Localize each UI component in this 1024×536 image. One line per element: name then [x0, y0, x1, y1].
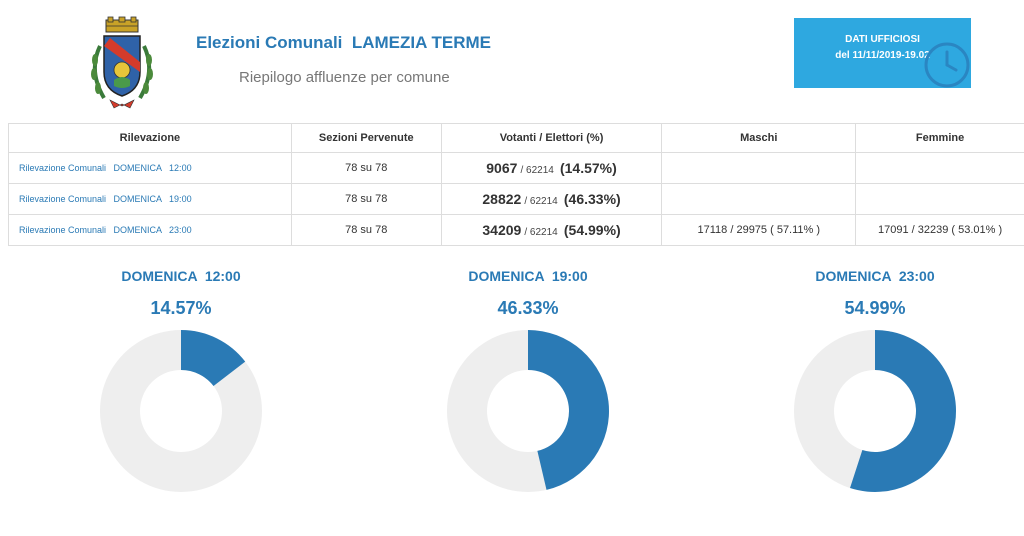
table-header-row: Rilevazione Sezioni Pervenute Votanti / … [8, 123, 1024, 153]
column-header-femmine: Femmine [855, 123, 1024, 153]
votanti-value: 9067 [486, 160, 518, 176]
donut-ring [793, 330, 956, 492]
femmine-cell [855, 183, 1024, 215]
donut-percent: 46.33% [497, 298, 559, 318]
percent-value: (46.33%) [563, 191, 621, 207]
votanti-value: 34209 [482, 222, 522, 238]
page-title: Elezioni Comunali LAMEZIA TERME [196, 33, 491, 52]
elettori-value: / 62214 [524, 227, 558, 238]
femmine-cell: 17091 / 32239 ( 53.01% ) [855, 214, 1024, 246]
donut-percent: 14.57% [150, 298, 212, 318]
votanti-value: 28822 [482, 191, 522, 207]
table-row: Rilevazione Comunali DOMENICA 19:00 78 s… [8, 183, 1024, 215]
status-badge: DATI UFFICIOSI del 11/11/2019-19.02 [794, 18, 971, 88]
coat-of-arms-icon [91, 16, 153, 109]
rilevazione-link[interactable]: Rilevazione Comunali DOMENICA 19:00 [8, 183, 292, 215]
votanti-cell: 9067 / 62214 (14.57%) [440, 152, 663, 184]
donut-ring [446, 330, 609, 492]
sezioni-cell: 78 su 78 [290, 183, 442, 215]
elettori-value: / 62214 [520, 165, 554, 176]
donut-value-segment [850, 330, 956, 492]
status-label: DATI UFFICIOSI [845, 34, 920, 45]
donut-chart-1900: DOMENICA 19:00 46.33% [438, 268, 618, 493]
clock-icon [924, 42, 970, 88]
column-header-rilevazione: Rilevazione [8, 123, 292, 153]
donut-percent: 54.99% [844, 298, 906, 318]
results-table: Rilevazione Sezioni Pervenute Votanti / … [8, 123, 1024, 246]
donut-label: DOMENICA 19:00 [468, 268, 588, 284]
donut-chart-2300: DOMENICA 23:00 54.99% [785, 268, 965, 493]
femmine-cell [855, 152, 1024, 184]
table-row: Rilevazione Comunali DOMENICA 12:00 78 s… [8, 152, 1024, 184]
rilevazione-link[interactable]: Rilevazione Comunali DOMENICA 23:00 [8, 214, 292, 246]
header: Elezioni Comunali LAMEZIA TERME Riepilog… [0, 0, 1024, 120]
percent-value: (14.57%) [559, 160, 617, 176]
table-row: Rilevazione Comunali DOMENICA 23:00 78 s… [8, 214, 1024, 246]
votanti-cell: 28822 / 62214 (46.33%) [440, 183, 663, 215]
donut-label: DOMENICA 23:00 [815, 268, 935, 284]
donut-ring [99, 330, 262, 492]
donut-chart-1200: DOMENICA 12:00 14.57% [91, 268, 271, 493]
column-header-maschi: Maschi [661, 123, 857, 153]
donut-value-segment [181, 330, 246, 387]
sezioni-cell: 78 su 78 [290, 214, 442, 246]
donut-value-segment [528, 330, 609, 490]
maschi-cell [661, 152, 857, 184]
maschi-cell: 17118 / 29975 ( 57.11% ) [661, 214, 857, 246]
maschi-cell [661, 183, 857, 215]
elettori-value: / 62214 [524, 196, 558, 207]
column-header-votanti: Votanti / Elettori (%) [440, 123, 663, 153]
page-subtitle: Riepilogo affluenze per comune [239, 69, 450, 86]
status-timestamp: del 11/11/2019-19.02 [835, 50, 930, 61]
donut-label: DOMENICA 12:00 [121, 268, 241, 284]
votanti-cell: 34209 / 62214 (54.99%) [440, 214, 663, 246]
rilevazione-link[interactable]: Rilevazione Comunali DOMENICA 12:00 [8, 152, 292, 184]
column-header-sezioni: Sezioni Pervenute [290, 123, 442, 153]
sezioni-cell: 78 su 78 [290, 152, 442, 184]
percent-value: (54.99%) [563, 222, 621, 238]
